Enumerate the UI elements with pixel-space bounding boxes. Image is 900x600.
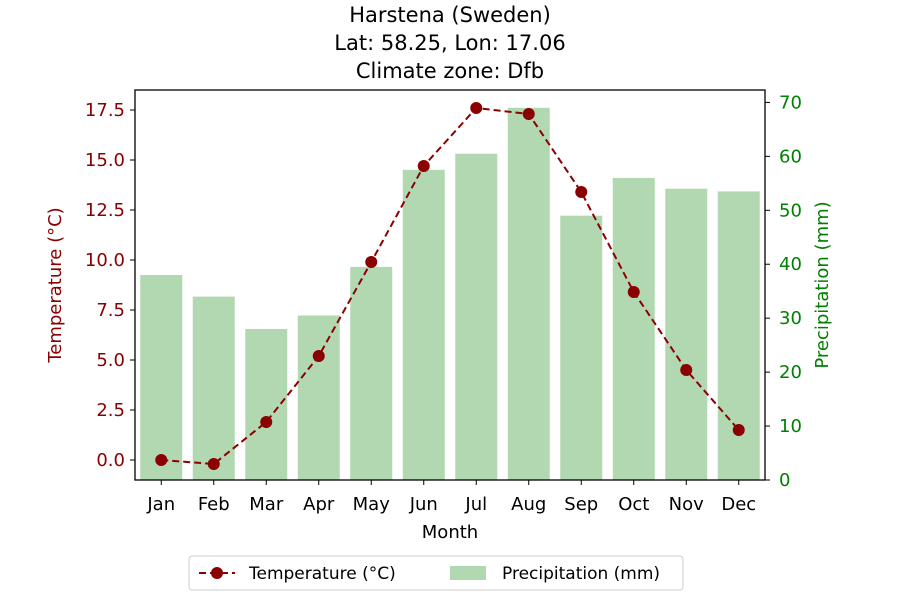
temperature-point (522, 108, 535, 120)
y-right-tick-label: 0 (779, 470, 790, 491)
x-tick-label: Dec (721, 494, 756, 515)
temperature-point (155, 454, 168, 466)
precipitation-bars (140, 107, 760, 481)
y-left-tick-label: 12.5 (85, 200, 125, 221)
y-right-tick-label: 40 (779, 254, 802, 275)
legend-precipitation-label: Precipitation (mm) (502, 564, 660, 584)
y-right-tick-label: 30 (779, 308, 802, 329)
temperature-point (680, 364, 693, 376)
legend-box (188, 555, 684, 591)
x-tick-label: Mar (249, 494, 284, 515)
precipitation-bar (245, 328, 288, 480)
y-right-tick-label: 60 (779, 146, 802, 167)
y-left-tick-label: 5.0 (96, 350, 125, 371)
x-tick-label: Jul (464, 494, 487, 515)
temperature-point (365, 256, 378, 268)
temperature-point (627, 286, 640, 298)
y-right-tick-label: 70 (779, 92, 802, 113)
temperature-point (207, 458, 220, 470)
y-right-axis-label: Precipitation (mm) (812, 201, 833, 368)
y-left-tick-label: 10.0 (85, 250, 125, 271)
y-left-axis-label: Temperature (°C) (45, 207, 66, 363)
temperature-point (260, 416, 273, 428)
x-tick-label: Sep (564, 494, 598, 515)
y-left-tick-label: 15.0 (85, 150, 125, 171)
precipitation-bar (507, 107, 550, 480)
temperature-point (575, 186, 588, 198)
legend-temperature-label: Temperature (°C) (248, 564, 396, 584)
precipitation-bar (297, 315, 340, 480)
y-right-tick-label: 20 (779, 362, 802, 383)
temperature-line (155, 102, 745, 470)
legend-precipitation-swatch (450, 566, 486, 580)
precipitation-bar (402, 169, 445, 480)
x-tick-label: May (353, 494, 391, 515)
precipitation-bar (192, 296, 235, 480)
x-tick-label: Feb (198, 494, 230, 515)
y-left-tick-label: 17.5 (85, 100, 125, 121)
precipitation-bar (717, 191, 760, 481)
x-tick-label: Jan (146, 494, 175, 515)
y-left-tick-label: 2.5 (96, 400, 125, 421)
x-tick-label: Aug (511, 494, 546, 515)
legend-temperature-marker (211, 567, 223, 579)
x-tick-label: Oct (618, 494, 649, 515)
y-left-tick-label: 7.5 (96, 300, 125, 321)
temperature-point (732, 424, 745, 436)
precipitation-bar (455, 153, 498, 480)
y-right-tick-label: 50 (779, 200, 802, 221)
precipitation-bar (665, 188, 708, 481)
precipitation-bar (350, 266, 393, 480)
title-line: Climate zone: Dfb (356, 59, 544, 83)
x-axis-label: Month (422, 522, 478, 543)
precipitation-bar (612, 177, 655, 481)
temperature-point (417, 160, 430, 172)
precipitation-bar (560, 215, 603, 481)
chart-title: Harstena (Sweden) Lat: 58.25, Lon: 17.06 C… (334, 3, 565, 83)
y-left-tick-label: 0.0 (96, 450, 125, 471)
x-tick-label: Apr (303, 494, 335, 515)
axes: Jan Feb Mar Apr May Jun Jul Aug Sep Oct Nov Dec Mont… (45, 89, 833, 543)
title-line: Lat: 58.25, Lon: 17.06 (334, 31, 565, 55)
title-line: Harstena (Sweden) (349, 3, 551, 27)
temperature-point (470, 102, 483, 114)
x-tick-label: Jun (409, 494, 438, 515)
x-tick-label: Nov (669, 494, 704, 515)
plot-frame (134, 89, 766, 481)
precipitation-bar (140, 275, 183, 480)
y-right-tick-label: 10 (779, 416, 802, 437)
temperature-point (312, 350, 325, 362)
temperature-series-line (161, 106, 740, 466)
legend: Temperature (°C) Precipitation (mm) (188, 555, 684, 591)
